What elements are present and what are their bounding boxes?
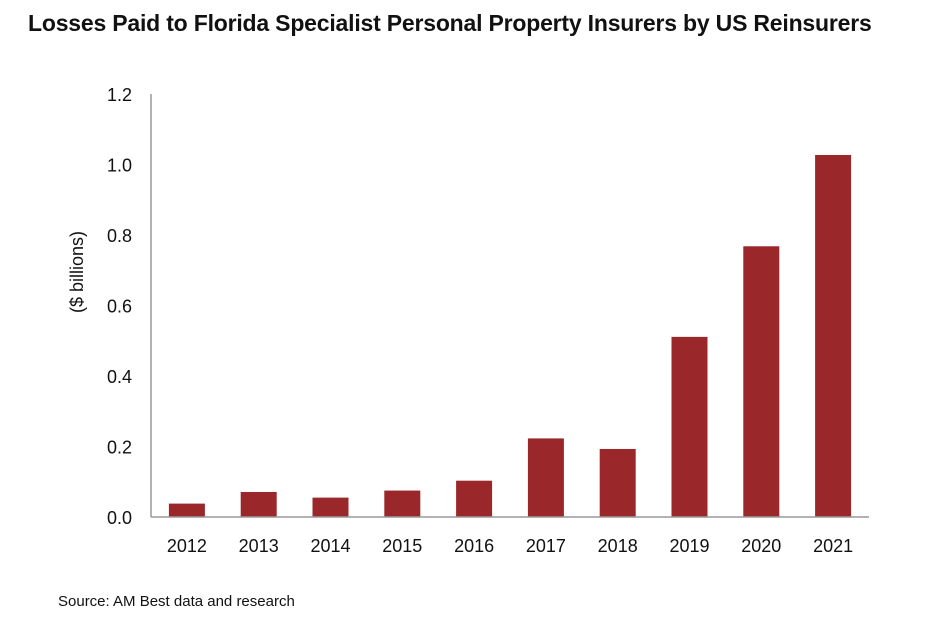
bar-2015 xyxy=(384,490,421,517)
bar-2013 xyxy=(240,491,277,517)
bar-2012 xyxy=(168,503,205,517)
x-tick-label: 2014 xyxy=(310,536,350,556)
bar-2016 xyxy=(456,480,493,517)
bar-2021 xyxy=(815,154,852,518)
y-tick-label: 1.0 xyxy=(107,156,132,176)
x-tick-label: 2020 xyxy=(741,536,781,556)
bar-2020 xyxy=(743,246,780,517)
source-note: Source: AM Best data and research xyxy=(58,593,295,610)
y-tick-label: 0.4 xyxy=(107,367,132,387)
bar-2017 xyxy=(527,438,564,517)
y-axis-label: ($ billions) xyxy=(67,231,87,313)
bar-2018 xyxy=(599,448,636,517)
x-tick-label: 2013 xyxy=(239,536,279,556)
x-tick-label: 2017 xyxy=(526,536,566,556)
x-tick-label: 2021 xyxy=(813,536,853,556)
y-tick-label: 0.2 xyxy=(107,438,132,458)
bar-2019 xyxy=(671,336,708,517)
y-tick-label: 0.8 xyxy=(107,226,132,246)
x-tick-label: 2019 xyxy=(669,536,709,556)
x-tick-label: 2012 xyxy=(167,536,207,556)
x-tick-label: 2016 xyxy=(454,536,494,556)
y-tick-label: 0.6 xyxy=(107,297,132,317)
chart-title: Losses Paid to Florida Specialist Person… xyxy=(28,10,872,36)
y-tick-label: 0.0 xyxy=(107,508,132,528)
y-tick-label: 1.2 xyxy=(107,85,132,105)
x-tick-label: 2015 xyxy=(382,536,422,556)
bar-2014 xyxy=(312,497,349,517)
x-tick-label: 2018 xyxy=(598,536,638,556)
